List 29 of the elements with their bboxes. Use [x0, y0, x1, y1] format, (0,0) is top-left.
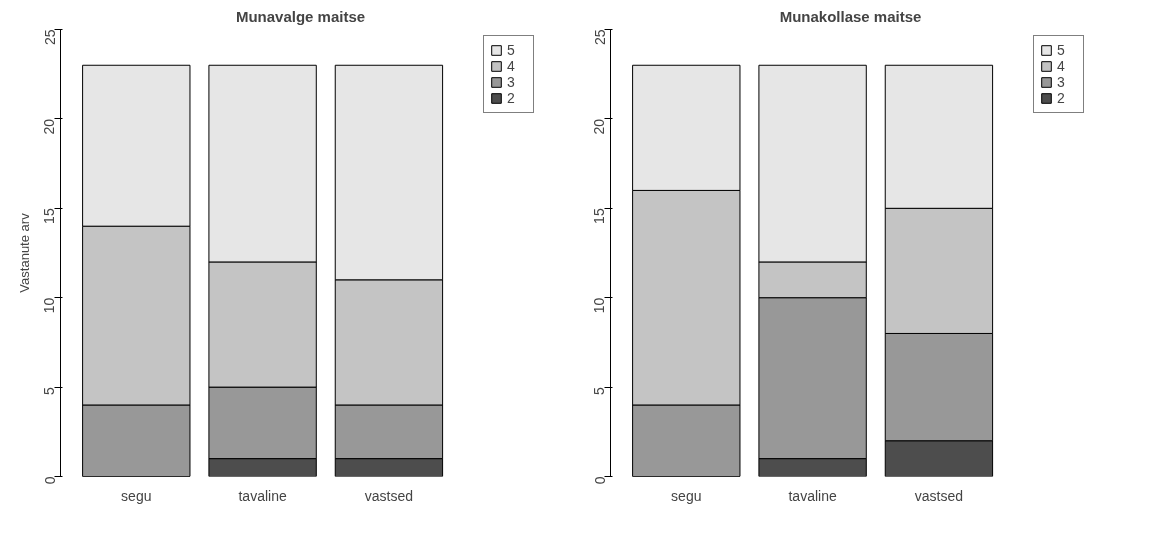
legend-label: 4: [1057, 58, 1066, 74]
legend-label: 5: [507, 42, 516, 58]
x-tick-label: tavaline: [238, 487, 287, 504]
x-tick-label: segu: [671, 487, 702, 504]
y-tick-label: 10: [41, 297, 58, 314]
chart-title: Munavalge maitse: [235, 7, 366, 25]
y-axis-title: Vastanute arv: [16, 212, 32, 293]
legend-label: 4: [507, 58, 516, 74]
y-tick-label: 25: [41, 29, 58, 46]
x-tick-label: tavaline: [788, 487, 837, 504]
chart-title: Munakollase maitse: [779, 7, 922, 25]
y-tick-label: 0: [41, 476, 58, 485]
y-tick-label: 10: [591, 297, 608, 314]
y-tick-label: 25: [591, 29, 608, 46]
y-tick-label: 15: [41, 208, 58, 224]
legend-label: 3: [1057, 74, 1066, 90]
x-tick-label: vastsed: [364, 487, 414, 504]
y-tick-label: 5: [41, 386, 58, 395]
x-tick-label: segu: [121, 487, 152, 504]
y-tick-label: 20: [591, 118, 608, 135]
x-tick-label: vastsed: [914, 487, 964, 504]
y-tick-label: 5: [591, 386, 608, 395]
legend-label: 5: [1057, 42, 1066, 58]
y-tick-label: 20: [41, 118, 58, 135]
legend-label: 2: [1057, 90, 1066, 106]
y-tick-label: 0: [591, 476, 608, 485]
legend-label: 3: [507, 74, 516, 90]
y-tick-label: 15: [591, 208, 608, 224]
legend-label: 2: [507, 90, 516, 106]
